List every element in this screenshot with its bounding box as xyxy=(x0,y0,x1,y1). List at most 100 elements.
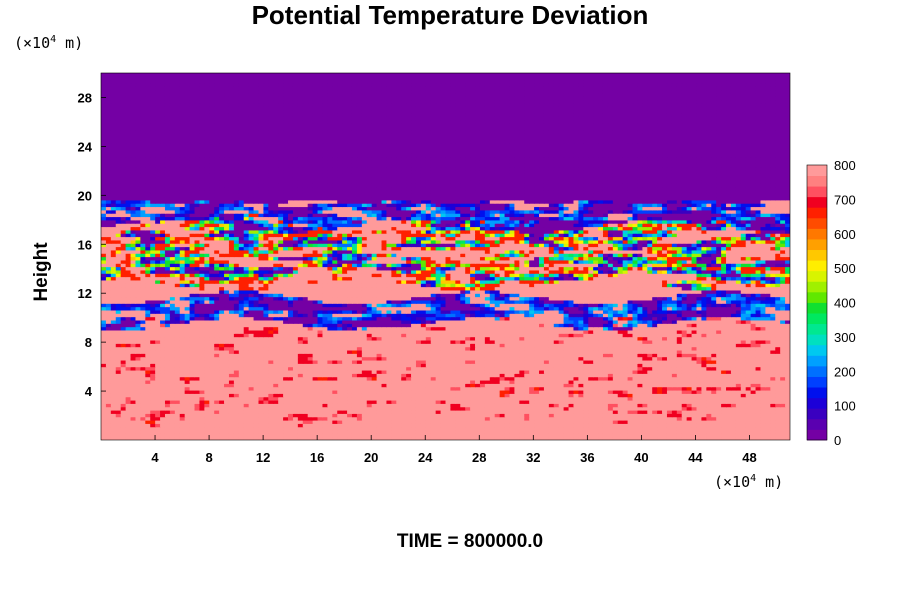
heatmap-cell xyxy=(770,356,776,361)
heatmap-cell xyxy=(204,359,210,364)
heatmap-cell xyxy=(386,383,392,388)
heatmap-cell xyxy=(647,393,653,398)
heatmap-cell xyxy=(253,369,260,374)
heatmap-cell xyxy=(666,399,673,404)
heatmap-cell xyxy=(730,393,737,398)
heatmap-cell xyxy=(115,413,122,418)
heatmap-cell xyxy=(219,383,225,388)
heatmap-cell xyxy=(740,413,747,418)
heatmap-cell xyxy=(691,373,698,378)
heatmap-cell xyxy=(396,429,402,434)
heatmap-cell xyxy=(568,416,575,421)
heatmap-cell xyxy=(420,349,427,354)
heatmap-cell xyxy=(224,426,230,431)
heatmap-cell xyxy=(509,366,515,371)
heatmap-cell xyxy=(120,383,127,388)
heatmap-cell xyxy=(785,373,790,378)
heatmap-cell xyxy=(312,366,319,371)
heatmap-cell xyxy=(617,396,624,401)
heatmap-cell xyxy=(440,379,447,384)
heatmap-cell xyxy=(509,356,515,361)
heatmap-cell xyxy=(110,373,117,378)
heatmap-cell xyxy=(494,423,501,428)
heatmap-cell xyxy=(740,436,747,440)
heatmap-cell xyxy=(356,406,363,411)
heatmap-cell xyxy=(105,353,112,358)
heatmap-cell xyxy=(730,356,737,361)
heatmap-cell xyxy=(484,429,491,434)
heatmap-cell xyxy=(583,426,589,431)
heatmap-cell xyxy=(297,366,304,371)
heatmap-cell xyxy=(445,393,452,398)
heatmap-cell xyxy=(598,373,604,378)
heatmap-cell xyxy=(755,413,762,418)
heatmap-cell xyxy=(652,406,658,411)
heatmap-cell xyxy=(514,386,520,391)
heatmap-cell xyxy=(110,359,117,364)
heatmap-cell xyxy=(386,379,392,384)
heatmap-cell xyxy=(278,383,284,388)
heatmap-cell xyxy=(558,433,565,438)
heatmap-cell xyxy=(735,409,742,414)
heatmap-cell xyxy=(115,359,122,364)
heatmap-cell xyxy=(391,369,397,374)
heatmap-cell xyxy=(135,383,141,388)
heatmap-cell xyxy=(696,369,703,374)
heatmap-cell xyxy=(268,403,274,408)
heatmap-cell xyxy=(583,399,589,404)
heatmap-cell xyxy=(563,356,570,361)
heatmap-cell xyxy=(120,373,127,378)
heatmap-cell xyxy=(760,419,766,424)
heatmap-cell xyxy=(317,363,324,368)
heatmap-cell xyxy=(391,363,397,368)
heatmap-cell xyxy=(686,433,693,438)
heatmap-cell xyxy=(735,363,742,368)
heatmap-cell xyxy=(445,369,452,374)
heatmap-cell xyxy=(356,433,363,438)
heatmap-cell xyxy=(361,366,368,371)
heatmap-cell xyxy=(435,359,442,364)
heatmap-cell xyxy=(765,413,771,418)
heatmap-cell xyxy=(317,366,324,371)
heatmap-cell xyxy=(219,379,225,384)
heatmap-cell xyxy=(342,413,348,418)
heatmap-cell xyxy=(696,406,703,411)
heatmap-cell xyxy=(455,403,461,408)
heatmap-cell xyxy=(637,419,643,424)
heatmap-cell xyxy=(120,359,127,364)
heatmap-cell xyxy=(288,373,294,378)
heatmap-cell xyxy=(652,423,658,428)
heatmap-cell xyxy=(745,426,752,431)
heatmap-cell xyxy=(627,376,634,381)
heatmap-cell xyxy=(711,386,717,391)
heatmap-cell xyxy=(775,389,781,394)
heatmap-cell xyxy=(184,369,191,374)
heatmap-cell xyxy=(637,373,643,378)
heatmap-cell xyxy=(785,393,790,398)
heatmap-cell xyxy=(602,379,609,384)
heatmap-cell xyxy=(150,413,156,418)
heatmap-cell xyxy=(750,416,757,421)
heatmap-cell xyxy=(105,423,112,428)
heatmap-cell xyxy=(607,353,614,358)
heatmap-cell xyxy=(430,409,437,414)
heatmap-cell xyxy=(214,399,220,404)
heatmap-cell xyxy=(401,356,407,361)
heatmap-cell xyxy=(189,396,196,401)
heatmap-cell xyxy=(750,393,757,398)
heatmap-cell xyxy=(666,373,673,378)
heatmap-cell xyxy=(612,363,619,368)
heatmap-cell xyxy=(647,433,653,438)
heatmap-cell xyxy=(396,413,402,418)
heatmap-cell xyxy=(224,373,230,378)
heatmap-cell xyxy=(396,379,402,384)
heatmap-cell xyxy=(145,353,151,358)
heatmap-cell xyxy=(691,426,698,431)
heatmap-cell xyxy=(322,349,328,354)
heatmap-cell xyxy=(470,363,476,368)
heatmap-cell xyxy=(371,419,378,424)
heatmap-cell xyxy=(233,389,240,394)
heatmap-cell xyxy=(278,399,284,404)
heatmap-cell xyxy=(671,366,678,371)
heatmap-cell xyxy=(475,423,481,428)
